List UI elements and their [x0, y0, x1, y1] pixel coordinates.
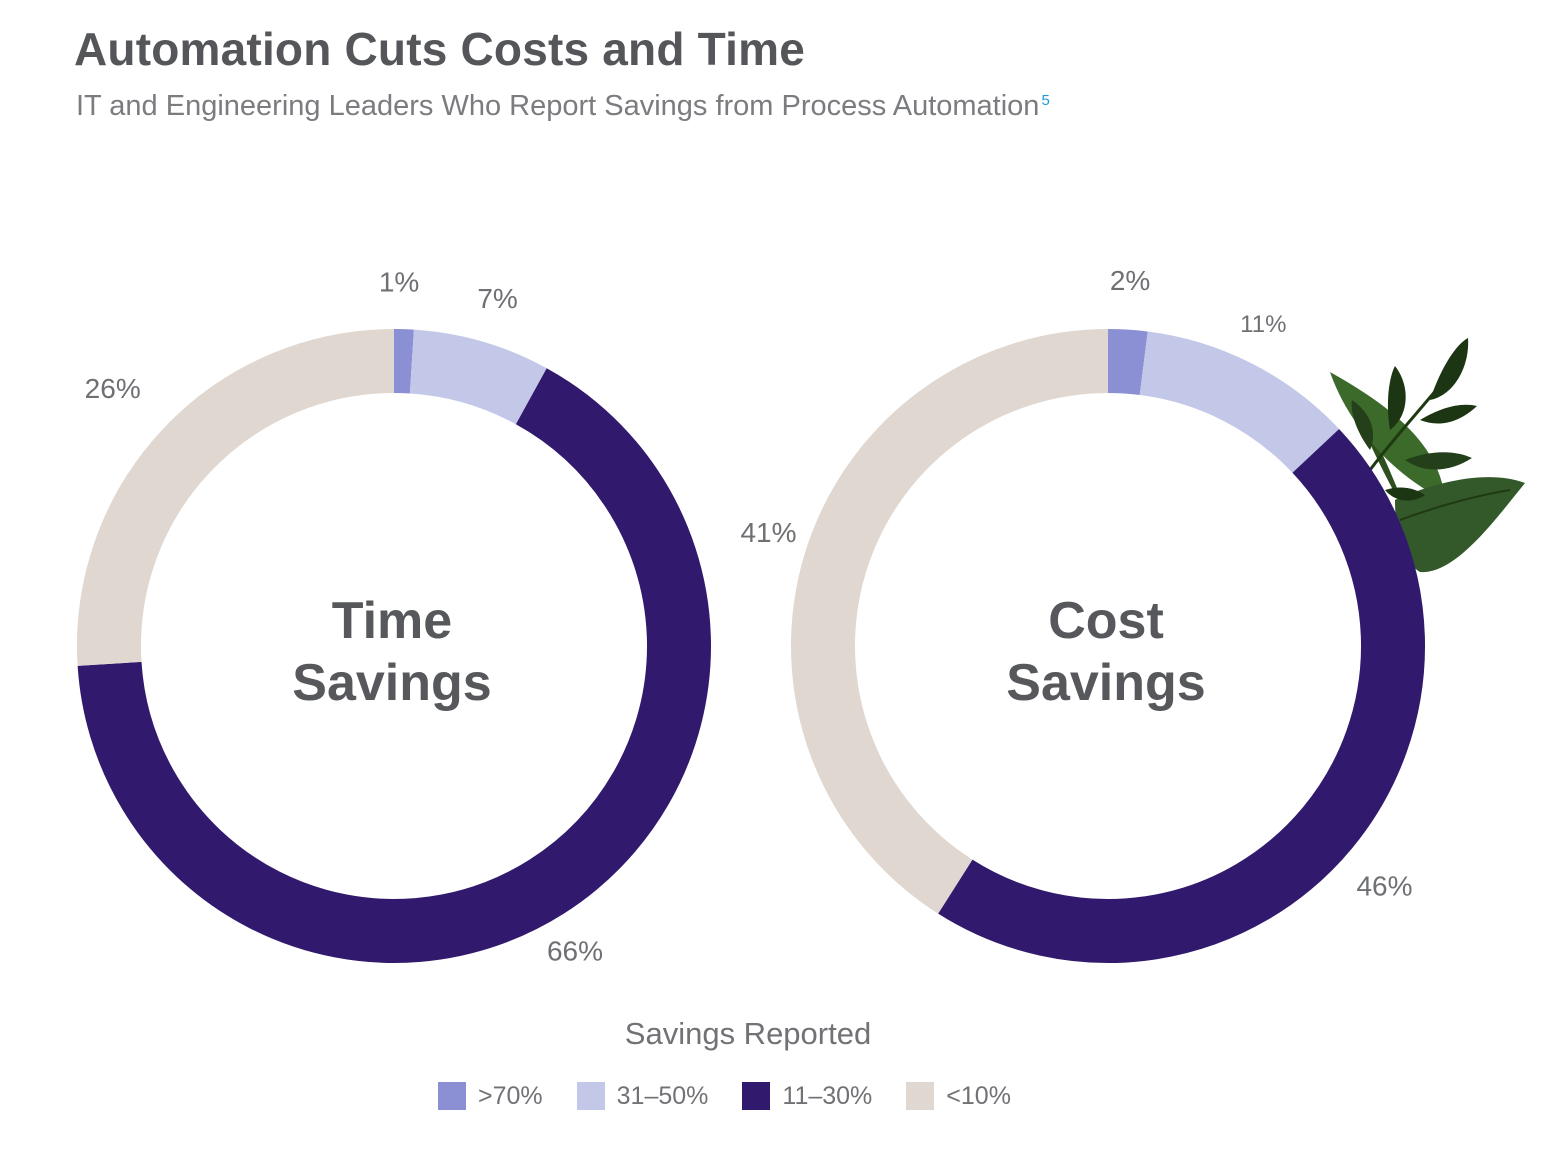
legend-label: 11–30% — [782, 1081, 873, 1110]
slice-percentage-label: 66% — [547, 936, 603, 967]
legend: >70% 31–50% 11–30% <10% — [438, 1080, 1045, 1112]
legend-swatch — [576, 1082, 605, 1110]
donut-center-label: Cost — [1048, 592, 1164, 650]
donut-segment — [1139, 331, 1340, 474]
legend-item-11-30: 11–30% — [742, 1082, 872, 1111]
donut-segment — [77, 368, 711, 963]
subtitle-text: IT and Engineering Leaders Who Report Sa… — [76, 90, 1040, 122]
legend-swatch — [438, 1082, 466, 1110]
legend-label: <10% — [946, 1081, 1011, 1110]
slice-percentage-label: 1% — [379, 267, 419, 298]
donut-segment — [393, 328, 414, 394]
footnote-reference[interactable]: 5 — [1041, 92, 1050, 109]
donut-segment — [938, 429, 1425, 963]
legend-label: 31–50% — [616, 1081, 709, 1110]
legend-swatch — [742, 1082, 771, 1110]
donut-center-label: Savings — [1006, 654, 1205, 712]
legend-label: >70% — [478, 1081, 543, 1110]
legend-item-31-50: 31–50% — [576, 1081, 709, 1111]
slice-percentage-label: 41% — [740, 517, 796, 548]
donut-segment — [791, 329, 1109, 914]
slice-percentage-label: 2% — [1110, 265, 1150, 296]
leaf-decoration-icon — [1330, 338, 1525, 573]
donut-segment — [1107, 329, 1148, 396]
slice-percentage-label: 46% — [1356, 870, 1412, 901]
slice-percentage-label: 7% — [477, 283, 517, 314]
legend-title: Savings Reported — [624, 1016, 872, 1051]
legend-swatch — [906, 1082, 935, 1110]
donut-segment — [77, 329, 395, 666]
chart-title: Automation Cuts Costs and Time — [74, 23, 805, 75]
donut-segment — [409, 329, 547, 425]
donut-center-label: Savings — [292, 654, 491, 712]
slice-percentage-label: 11% — [1240, 311, 1286, 338]
donut-center-label: Time — [332, 592, 452, 650]
legend-item-lt10: <10% — [906, 1082, 1011, 1111]
chart-subtitle: IT and Engineering Leaders Who Report Sa… — [76, 90, 1050, 123]
legend-item-gt70: >70% — [438, 1082, 543, 1111]
slice-percentage-label: 26% — [85, 373, 141, 404]
